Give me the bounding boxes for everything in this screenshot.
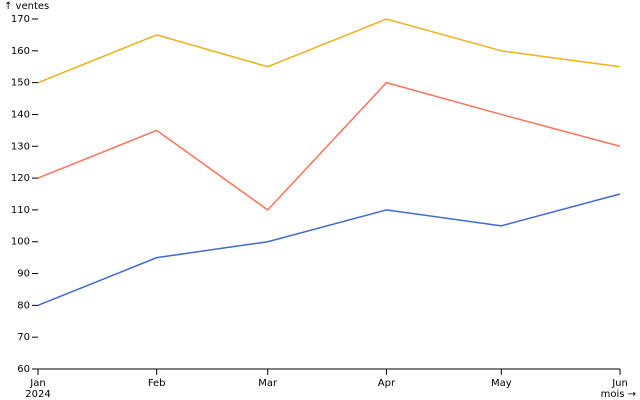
y-tick-label: 170 [11,14,30,25]
y-tick-label: 120 [11,173,30,184]
x-tick-label: Mar [258,378,278,389]
line-series [37,193,621,307]
line-series [37,81,621,211]
y-tick-label: 150 [11,78,30,89]
y-tick-label: 160 [11,46,30,57]
x-tick-label: Apr [378,378,396,389]
y-tick-label: 90 [17,269,30,280]
line-series [37,18,621,84]
y-tick-label: 100 [11,237,30,248]
x-tick-label: Jan [29,378,45,389]
x-axis-label: mois → [601,389,636,400]
y-axis-label: ↑ ventes [4,1,49,12]
y-tick-label: 70 [17,332,30,343]
y-tick-label: 140 [11,109,30,120]
x-tick-label: Jun [611,378,628,389]
x-tick-label: Feb [148,378,166,389]
x-tick-sublabel: 2024 [25,389,50,400]
y-tick-label: 110 [11,205,30,216]
x-tick-label: May [491,378,512,389]
y-tick-label: 80 [17,300,30,311]
y-tick-label: 60 [17,364,30,375]
y-tick-label: 130 [11,141,30,152]
